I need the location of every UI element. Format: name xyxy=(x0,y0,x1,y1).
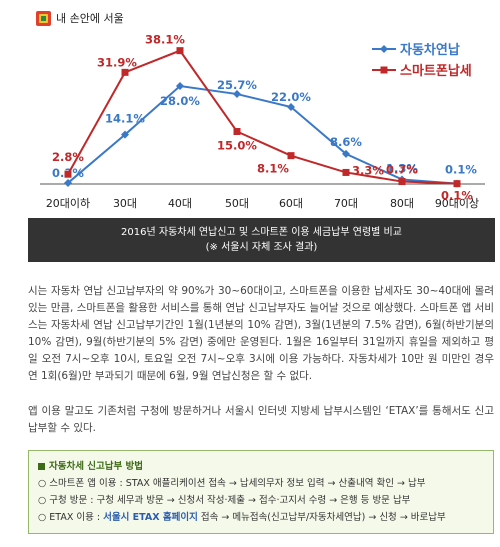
data-label: 31.9% xyxy=(97,55,137,69)
data-point xyxy=(287,103,295,111)
x-tick-label: 20대이하 xyxy=(46,196,90,210)
data-label: 28.0% xyxy=(160,94,200,108)
chart-caption: 2016년 자동차세 연납신고 및 스마트폰 이용 세금납부 연령별 비교 (※… xyxy=(28,218,495,262)
data-label: 22.0% xyxy=(271,90,311,104)
data-point xyxy=(121,68,129,76)
legend-marker xyxy=(380,66,388,74)
method-etax-prefix: ○ ETAX 이용 : xyxy=(38,512,104,523)
data-label: 38.1% xyxy=(145,33,185,47)
x-tick-label: 40대 xyxy=(168,197,192,210)
data-point xyxy=(176,47,184,55)
series-line xyxy=(67,84,458,185)
caption-source: (※ 서울시 자체 조사 결과) xyxy=(205,242,318,253)
caption-title: 2016년 자동차세 연납신고 및 스마트폰 이용 세금납부 연령별 비교 xyxy=(121,227,402,238)
data-label: 25.7% xyxy=(217,78,257,92)
bullet-square-icon xyxy=(38,463,45,470)
method-district-office: ○ 구청 방문 : 구청 세무과 방문 → 신청서 작성·제출 → 접수·고지서… xyxy=(38,495,411,506)
legend-label: 자동차연납 xyxy=(400,42,460,58)
legend-label: 스마트폰납세 xyxy=(400,63,472,79)
legend-marker xyxy=(380,45,388,53)
data-point xyxy=(176,82,184,90)
series-line xyxy=(67,49,458,185)
seoul-logo-icon xyxy=(36,10,51,26)
method-etax-suffix: 접속 → 메뉴접속(신고납부/자동차세연납) → 신청 → 바로납부 xyxy=(197,512,446,523)
data-label: 8.6% xyxy=(330,135,362,149)
x-tick-label: 70대 xyxy=(334,197,358,210)
brand-header: 내 손안에 서울 xyxy=(36,10,124,26)
data-point xyxy=(233,128,241,135)
age-comparison-line-chart: 20대이하30대40대50대60대70대80대90대이상0.3%14.1%28.… xyxy=(40,33,485,210)
data-label: 0.1% xyxy=(445,163,477,177)
data-label: 1.3% xyxy=(386,161,418,175)
article-paragraph-1: 시는 자동차 연납 신고납부자의 약 90%가 30~60대이고, 스마트폰을 … xyxy=(28,285,494,382)
data-label: 3.3% xyxy=(352,163,384,177)
data-point xyxy=(64,178,72,187)
data-point xyxy=(287,152,295,160)
method-smartphone: ○ 스마트폰 앱 이용 : STAX 애플리케이션 접속 → 납세의무자 정보 … xyxy=(38,478,426,489)
method-etax: ○ ETAX 이용 : 서울시 ETAX 홈페이지 접속 → 메뉴접속(신고납부… xyxy=(38,509,484,526)
data-label: 2.8% xyxy=(52,150,84,164)
x-tick-label: 60대 xyxy=(279,197,303,210)
methods-box-title: 자동차세 신고납부 방법 xyxy=(38,458,484,475)
data-point xyxy=(233,90,241,99)
article-paragraph-2: 앱 이용 말고도 기존처럼 구청에 방문하거나 서울시 인터넷 지방세 납부시스… xyxy=(28,405,494,434)
data-label: 14.1% xyxy=(105,112,145,126)
x-tick-label: 90대이상 xyxy=(435,197,479,210)
data-label: 15.0% xyxy=(217,139,257,153)
x-tick-label: 50대 xyxy=(225,197,249,210)
x-tick-label: 30대 xyxy=(113,197,137,210)
payment-methods-box: 자동차세 신고납부 방법 ○ 스마트폰 앱 이용 : STAX 애플리케이션 접… xyxy=(28,450,494,534)
data-point xyxy=(342,168,350,176)
x-tick-label: 80대 xyxy=(390,197,414,210)
data-point xyxy=(453,180,461,188)
brand-name: 내 손안에 서울 xyxy=(56,12,124,25)
etax-homepage-link[interactable]: 서울시 ETAX 홈페이지 xyxy=(103,512,198,523)
data-point xyxy=(121,130,129,139)
data-point xyxy=(342,149,350,158)
data-label: 0.1% xyxy=(441,189,473,203)
data-point xyxy=(64,170,72,178)
methods-box-title-text: 자동차세 신고납부 방법 xyxy=(49,461,144,472)
data-point xyxy=(398,178,406,186)
data-label: 0.7% xyxy=(386,163,418,177)
data-label: 8.1% xyxy=(257,162,289,176)
